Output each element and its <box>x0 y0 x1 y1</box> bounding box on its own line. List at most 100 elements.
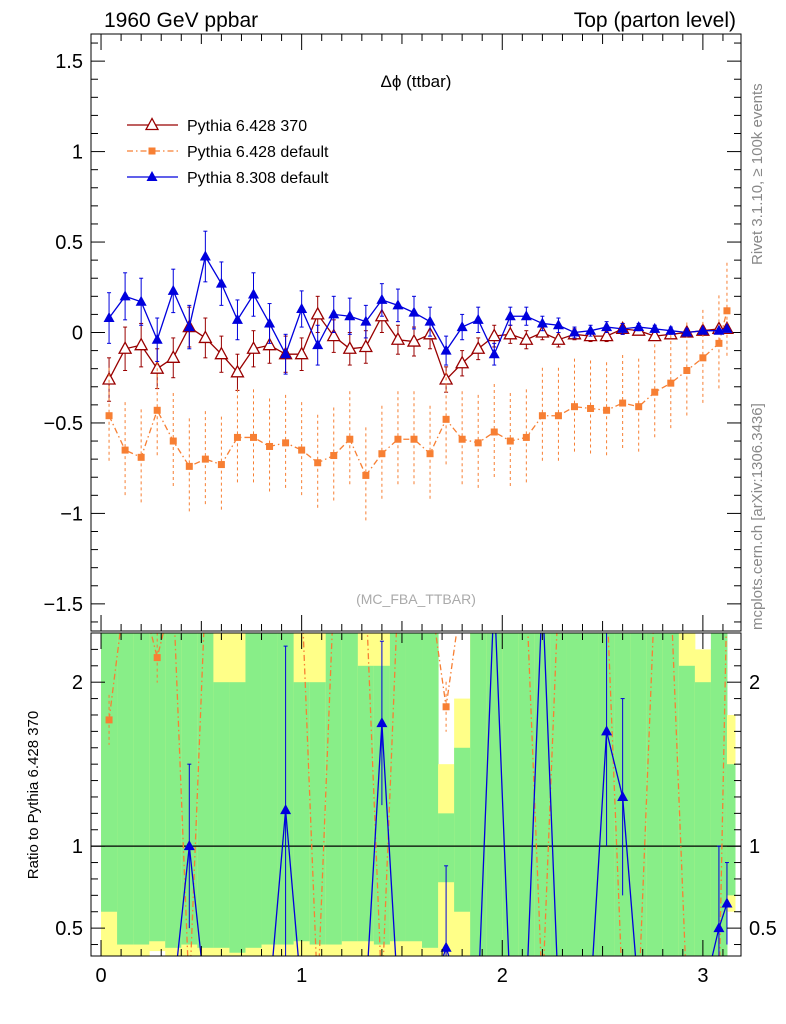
data-point <box>552 319 564 330</box>
data-point <box>248 288 259 299</box>
data-point <box>538 412 546 420</box>
data-point <box>522 433 530 441</box>
data-point <box>520 310 532 321</box>
data-point <box>150 360 165 374</box>
inner-uncertainty-band <box>149 633 166 942</box>
data-point <box>169 437 177 445</box>
data-point <box>326 328 341 342</box>
ratio-y-ticks: 0.5 0.5 1 1 2 2 <box>55 648 777 946</box>
series-line <box>108 310 728 477</box>
main-series <box>101 230 735 524</box>
ratio-pythia-6-428-default <box>105 633 727 956</box>
ratio-tick-label-right: 2 <box>749 672 760 694</box>
ratio-point <box>376 717 388 728</box>
data-point <box>506 437 514 445</box>
data-point <box>472 313 484 324</box>
legend-marker <box>148 147 156 155</box>
inner-uncertainty-band <box>357 665 375 942</box>
data-point <box>440 344 452 355</box>
main-panel: −1.5 −1 −0.5 0 0.5 1 1.5 Δϕ (ttbar) (MC_FBA_TT… <box>44 33 742 632</box>
series-line <box>108 254 728 356</box>
data-point <box>667 379 675 387</box>
ratio-point <box>183 840 195 851</box>
inner-uncertainty-band <box>213 682 230 948</box>
y-tick-label: −1 <box>60 503 83 525</box>
data-point <box>298 446 306 454</box>
ratio-tick-label-left: 1 <box>72 836 83 858</box>
legend-marker <box>146 171 158 181</box>
data-point <box>153 406 161 414</box>
legend: Pythia 6.428 370 Pythia 6.428 default Pyth… <box>127 117 329 187</box>
data-point <box>442 415 450 423</box>
data-point <box>519 331 534 345</box>
data-point <box>683 366 691 374</box>
data-point <box>246 340 261 354</box>
data-point <box>167 284 179 295</box>
data-point <box>294 346 309 360</box>
header-left: 1960 GeV ppbar <box>104 9 258 32</box>
data-point <box>723 307 731 315</box>
data-point <box>649 322 661 333</box>
x-tick-label: 2 <box>497 965 508 987</box>
ratio-point <box>280 804 292 815</box>
data-point <box>681 326 693 337</box>
data-point <box>647 328 662 342</box>
data-point <box>376 293 388 304</box>
inner-uncertainty-band <box>518 633 535 956</box>
data-point <box>490 428 498 436</box>
inner-uncertainty-band <box>486 633 503 956</box>
data-point <box>198 330 213 344</box>
data-point <box>721 322 733 333</box>
legend-label: Pythia 6.428 370 <box>187 118 307 135</box>
data-point <box>390 331 406 345</box>
data-point <box>118 340 133 354</box>
inner-uncertainty-band <box>245 633 263 948</box>
data-point <box>250 433 257 441</box>
data-point <box>119 290 131 301</box>
data-point <box>344 310 356 321</box>
ratio-tick-label-left: 0.5 <box>55 918 83 940</box>
data-point <box>137 453 145 461</box>
y-tick-label: 1.5 <box>55 51 83 73</box>
inner-uncertainty-band <box>550 633 567 956</box>
data-point <box>410 435 418 443</box>
data-point <box>262 337 277 351</box>
data-point <box>394 435 402 443</box>
ratio-ylabel: Ratio to Pythia 6.428 370 <box>25 711 42 879</box>
data-point <box>535 324 550 338</box>
data-point <box>713 324 725 335</box>
y-tick-label: 1 <box>72 142 83 164</box>
main-y-ticks: −1.5 −1 −0.5 0 0.5 1 1.5 <box>44 42 741 623</box>
data-point <box>358 339 373 353</box>
data-point <box>487 328 502 342</box>
ratio-line <box>176 633 728 956</box>
ratio-tick-label-right: 1 <box>749 836 760 858</box>
x-tick-label: 0 <box>95 965 106 987</box>
ratio-point <box>153 654 161 662</box>
data-point <box>458 435 466 443</box>
x-tick-label: 1 <box>296 965 307 987</box>
header-right: Top (parton level) <box>574 9 736 32</box>
data-point <box>456 321 468 332</box>
inner-uncertainty-band <box>133 633 150 945</box>
data-point <box>151 333 163 344</box>
data-point <box>585 324 597 335</box>
inner-uncertainty-band <box>101 633 118 912</box>
data-point <box>214 346 229 360</box>
ratio-frame <box>90 632 742 957</box>
data-point <box>536 317 548 328</box>
data-point <box>166 349 181 363</box>
data-point <box>587 404 595 412</box>
data-point <box>474 439 482 447</box>
data-point <box>378 450 386 458</box>
inner-uncertainty-band <box>197 633 214 948</box>
data-point <box>101 371 117 385</box>
series-pythia-6-428-default <box>105 262 731 524</box>
data-point <box>362 471 370 479</box>
inner-uncertainty-band <box>566 633 584 956</box>
data-point <box>697 324 709 335</box>
data-point <box>328 308 340 319</box>
data-point <box>617 322 629 333</box>
data-point <box>551 331 566 345</box>
